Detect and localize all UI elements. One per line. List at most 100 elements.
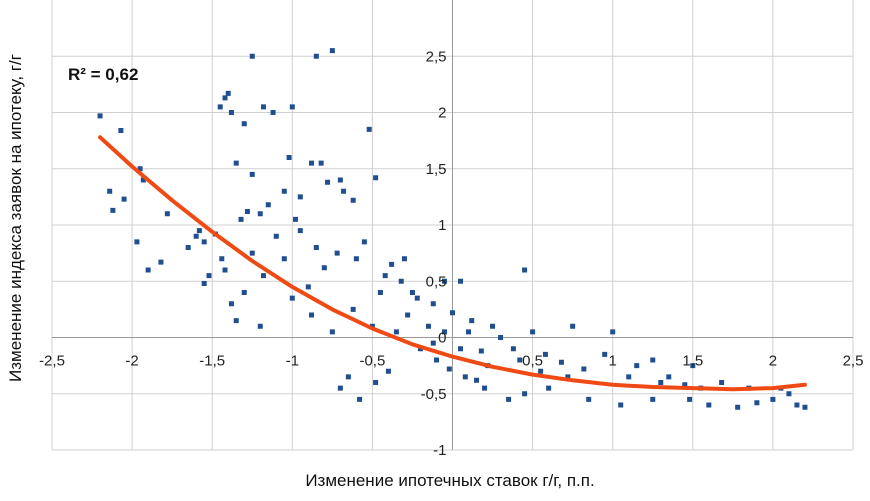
data-point [510,346,516,352]
data-point [241,290,247,295]
data-point [185,245,191,250]
data-point [249,171,255,177]
data-point [373,175,379,181]
data-point [273,233,279,239]
trendline [98,135,807,392]
data-point [610,329,616,335]
data-point [658,380,664,385]
data-point [634,363,640,369]
data-point [389,261,395,267]
data-point [482,385,488,391]
data-point [586,396,592,402]
data-point [201,281,207,286]
data-point [405,312,411,318]
data-point [558,359,564,365]
data-point [222,267,228,273]
data-point [281,188,287,194]
data-point [325,179,331,185]
y-tick-label: 2 [438,105,446,122]
y-tick-label: 0 [438,330,446,347]
trendline-group [98,135,807,392]
y-tick-label: 1,5 [426,161,447,178]
axes [52,0,853,450]
data-point [249,53,255,59]
data-point [706,402,712,408]
x-tick-label: -1 [286,353,299,370]
data-point [313,53,319,59]
data-point [164,211,170,217]
x-tick-label: 1 [609,353,617,370]
data-point [377,290,383,295]
data-point [450,310,455,316]
data-point [425,323,431,329]
data-point [309,312,315,318]
data-point [478,348,484,354]
data-point [565,374,571,380]
data-point [666,374,672,380]
data-point [137,166,143,172]
data-point [458,278,464,284]
y-tick-label: 0,5 [426,273,447,290]
data-point [446,366,452,372]
data-point [228,110,234,115]
data-point [345,374,351,380]
data-point [107,188,113,194]
data-point [687,396,693,402]
data-point [433,357,439,363]
data-point [393,329,399,335]
data-point [719,380,725,385]
data-point [430,301,436,307]
data-point [219,256,225,262]
data-point [353,256,359,262]
data-point [350,197,356,203]
data-point [233,160,239,166]
data-point [244,209,250,214]
data-point [350,306,356,312]
data-point [270,110,276,115]
data-point [490,323,496,329]
data-point [318,160,324,166]
data-point [373,380,379,385]
data-point [581,366,587,372]
data-point [469,318,475,324]
data-point [462,374,468,380]
data-point [770,396,776,402]
data-point [196,228,202,234]
data-point [281,256,287,262]
data-point [97,113,103,119]
data-point [297,194,303,200]
x-axis-title: Изменение ипотечных ставок г/г, п.п. [305,471,594,490]
data-point [118,128,124,133]
y-axis-title: Изменение индекса заявок на ипотеку, г/г [6,54,25,382]
data-point [228,301,234,307]
data-point [735,404,741,410]
data-point [309,160,315,166]
data-point [241,121,247,127]
y-tick-label: 1 [438,217,446,234]
x-tick-label: 2 [769,353,777,370]
data-point [361,239,367,245]
data-point [802,404,808,410]
data-point [293,216,299,222]
data-point [286,155,292,160]
data-point [458,346,464,352]
data-point [538,368,544,374]
data-point [217,104,223,110]
data-point [201,239,207,245]
data-point [357,396,363,402]
data-point [222,95,228,101]
y-tick-label: -1 [433,442,446,459]
data-point [401,256,407,262]
data-point [498,335,504,340]
data-point [289,295,295,301]
data-point [249,250,255,256]
data-point [441,329,447,335]
data-point [542,351,548,357]
data-point [690,363,696,369]
data-point [260,273,266,279]
x-tick-label: -0,5 [359,353,385,370]
y-tick-label: -0,5 [421,386,447,403]
data-point [121,196,127,202]
